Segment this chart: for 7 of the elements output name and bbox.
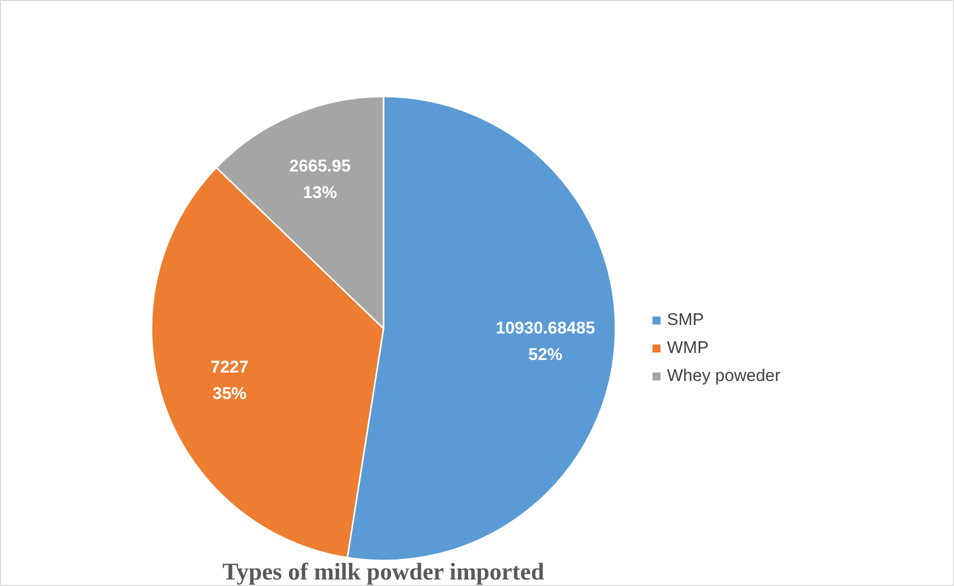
text: Types of milk powder imported [222,560,545,586]
legend-label: WMP [667,338,709,358]
data-label: 10930.68485 52% [496,318,596,364]
legend-label: SMP [667,310,704,330]
data-label: 7227 35% [210,357,248,403]
legend-label: Whey poweder [667,366,780,386]
data-label: 2665.95 13% [289,156,351,202]
